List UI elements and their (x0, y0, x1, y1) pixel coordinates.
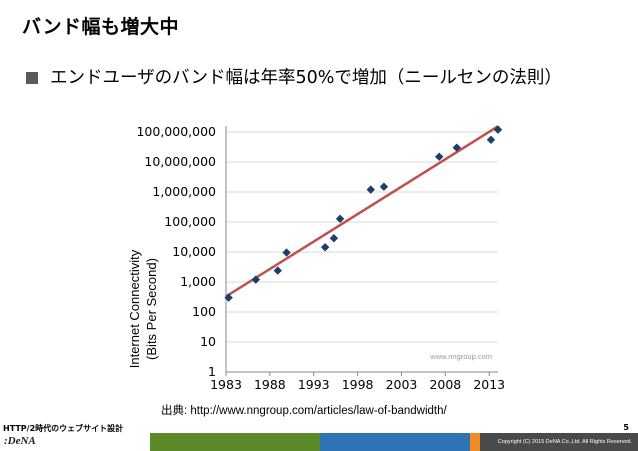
data-point (251, 275, 261, 284)
data-point (282, 248, 291, 257)
data-point (379, 182, 389, 191)
footer-band-segment (0, 433, 150, 451)
data-point (366, 185, 375, 194)
bullet-text: エンドユーザのバンド幅は年率50%で増加（ニールセンの法則） (50, 68, 562, 88)
footer-band-segment (480, 433, 638, 451)
y-tick-label: 10,000,000 (144, 154, 216, 169)
data-point (486, 135, 496, 144)
y-tick-label: 1 (208, 364, 216, 379)
y-tick-label: 10,000 (172, 244, 216, 259)
x-tick-label: 2008 (429, 377, 461, 392)
x-tick-label: 1983 (210, 377, 242, 392)
y-axis-title: (Bits Per Second) (144, 258, 159, 360)
y-tick-label: 1,000,000 (152, 184, 216, 199)
footer-color-band (0, 433, 638, 451)
y-tick-label: 100,000 (164, 214, 216, 229)
source-note[interactable]: 出典: http://www.nngroup.com/articles/law-… (161, 405, 447, 417)
data-point (493, 125, 503, 134)
footer-band-segment (470, 433, 480, 451)
y-tick-label: 10 (200, 334, 216, 349)
data-point (335, 214, 345, 223)
x-tick-label: 1993 (298, 377, 330, 392)
y-tick-label: 100,000,000 (136, 124, 216, 139)
data-point (320, 243, 330, 252)
x-tick-label: 1988 (254, 377, 286, 392)
x-tick-label: 2003 (386, 377, 418, 392)
slide-title: バンド幅も増大中 (22, 16, 179, 38)
footer-band-segment (150, 433, 320, 451)
data-point (273, 266, 282, 275)
y-tick-label: 100 (192, 304, 216, 319)
footer-deck-title: HTTP/2時代のウェブサイト設計 (3, 424, 124, 433)
footer-band-segment (320, 433, 470, 451)
data-point (224, 293, 233, 302)
x-tick-label: 1998 (342, 377, 374, 392)
data-point (452, 143, 461, 152)
dena-logo: :DeNA (4, 435, 36, 447)
data-point (435, 152, 444, 161)
trend-line (225, 125, 499, 298)
y-tick-label: 1,000 (180, 274, 216, 289)
bullet-square-icon (26, 72, 38, 84)
y-axis-title: Internet Connectivity (127, 249, 142, 368)
chart-watermark: www.nngroup.com (429, 352, 492, 361)
copyright-notice: Copyright (C) 2015 DeNA Co.,Ltd. All Rig… (497, 439, 632, 445)
x-tick-label: 2013 (473, 377, 505, 392)
page-number: 5 (623, 423, 629, 432)
data-point (329, 234, 339, 243)
